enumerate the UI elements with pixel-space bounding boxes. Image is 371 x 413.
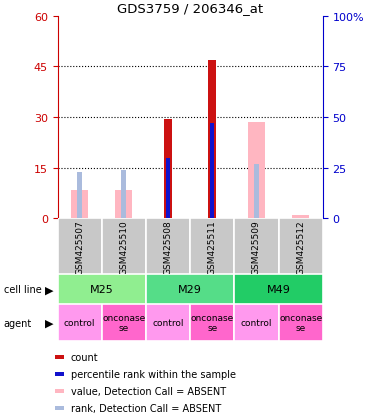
Bar (210, 124, 214, 219)
Bar (208, 60, 216, 219)
Text: M49: M49 (267, 285, 290, 294)
Bar (115, 190, 132, 219)
Bar (279, 219, 323, 275)
Bar (55, 389, 65, 393)
Text: control: control (241, 318, 272, 328)
Text: control: control (152, 318, 184, 328)
Text: count: count (70, 352, 98, 363)
Text: M29: M29 (178, 285, 202, 294)
Bar (58, 304, 102, 342)
Bar (77, 172, 82, 219)
Bar (279, 304, 323, 342)
Bar (164, 119, 172, 219)
Text: GSM425507: GSM425507 (75, 219, 84, 274)
Bar (292, 216, 309, 219)
Bar (58, 219, 102, 275)
Text: M25: M25 (90, 285, 114, 294)
Text: GSM425512: GSM425512 (296, 220, 305, 274)
Text: onconase
se: onconase se (191, 313, 234, 332)
Text: ▶: ▶ (45, 285, 54, 294)
Bar (55, 372, 65, 376)
Text: value, Detection Call = ABSENT: value, Detection Call = ABSENT (70, 386, 226, 396)
Bar (55, 356, 65, 359)
Text: rank, Detection Call = ABSENT: rank, Detection Call = ABSENT (70, 403, 221, 413)
Text: GSM425510: GSM425510 (119, 219, 128, 274)
Bar (146, 275, 234, 304)
Bar (248, 123, 265, 219)
Title: GDS3759 / 206346_at: GDS3759 / 206346_at (117, 2, 263, 15)
Bar (71, 190, 88, 219)
Bar (254, 164, 259, 219)
Text: ▶: ▶ (45, 318, 54, 328)
Bar (102, 219, 146, 275)
Bar (234, 275, 323, 304)
Bar (55, 406, 65, 410)
Text: percentile rank within the sample: percentile rank within the sample (70, 369, 236, 379)
Bar (102, 304, 146, 342)
Bar (146, 304, 190, 342)
Bar (58, 275, 146, 304)
Text: GSM425511: GSM425511 (208, 219, 217, 274)
Text: control: control (64, 318, 95, 328)
Bar (234, 219, 279, 275)
Text: GSM425508: GSM425508 (164, 219, 173, 274)
Text: GSM425509: GSM425509 (252, 219, 261, 274)
Bar (166, 158, 170, 219)
Bar (146, 219, 190, 275)
Bar (234, 304, 279, 342)
Bar (190, 304, 234, 342)
Text: cell line: cell line (4, 285, 42, 294)
Bar (190, 219, 234, 275)
Bar (121, 170, 127, 219)
Text: onconase
se: onconase se (279, 313, 322, 332)
Text: onconase
se: onconase se (102, 313, 145, 332)
Text: agent: agent (4, 318, 32, 328)
